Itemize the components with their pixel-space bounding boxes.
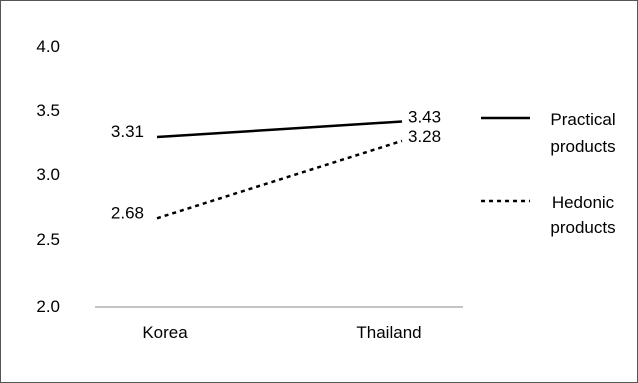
y-tick-label: 2.5 (36, 230, 60, 249)
legend-label-hedonic: products (550, 218, 615, 237)
legend-label-practical: products (550, 137, 615, 156)
legend-label-practical: Practical (550, 110, 615, 129)
legend-label-hedonic: Hedonic (552, 193, 615, 212)
y-axis-ticks: 4.0 3.5 3.0 2.5 2.0 (36, 37, 60, 316)
x-tick-label: Korea (142, 323, 188, 342)
series-line-hedonic (156, 139, 403, 220)
data-label: 3.31 (111, 122, 144, 141)
data-label: 3.28 (408, 127, 441, 146)
series-line-practical (156, 120, 403, 139)
x-tick-label: Thailand (356, 323, 421, 342)
series-layer: 3.31 3.43 2.68 3.28 (111, 108, 441, 223)
y-tick-label: 3.0 (36, 165, 60, 184)
x-axis-ticks: Korea Thailand (142, 323, 421, 342)
y-tick-label: 3.5 (36, 101, 60, 120)
y-tick-label: 4.0 (36, 37, 60, 56)
data-label: 3.43 (408, 108, 441, 127)
legend: Practical products Hedonic products (481, 110, 616, 237)
data-label: 2.68 (111, 203, 144, 222)
y-tick-label: 2.0 (36, 297, 60, 316)
